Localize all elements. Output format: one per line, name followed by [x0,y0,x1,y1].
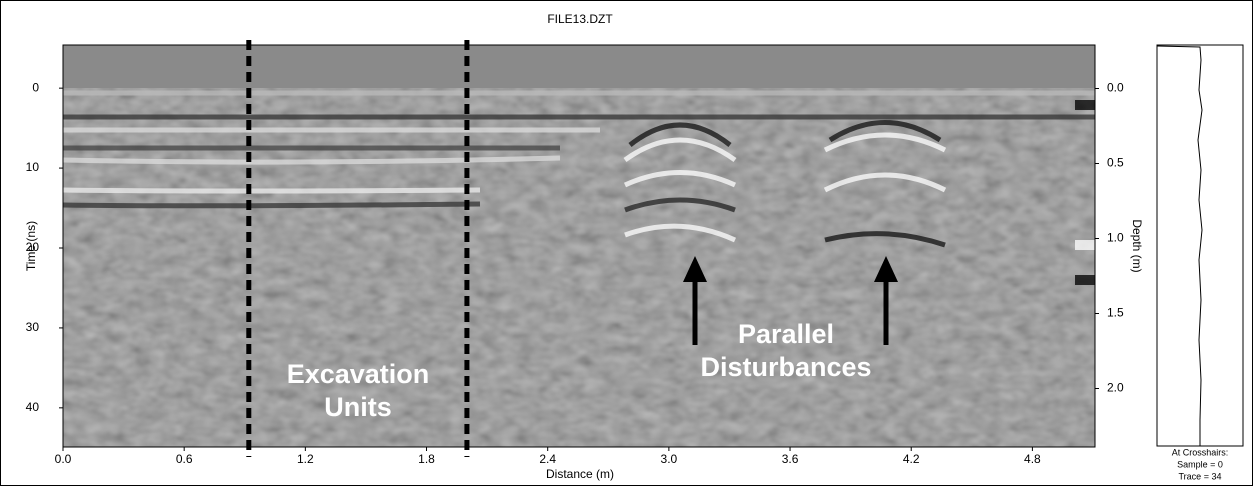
plot-border [62,44,1096,448]
crosshair-trace: Trace = 34 [1179,471,1222,481]
x-tick-label: 4.2 [903,452,920,466]
crosshair-sample: Sample = 0 [1177,459,1223,469]
annotation: Parallel [738,319,834,349]
radargram [63,45,1095,447]
y-tick-label: 20 [26,240,40,254]
x-tick-label: 0.0 [55,452,72,466]
chart-title: FILE13.DZT [547,12,613,26]
y2-tick-label: 2.0 [1107,381,1124,395]
trace-line [1156,45,1203,446]
y2-tick-label: 0.5 [1107,156,1124,170]
y-tick-label: 0 [32,80,39,94]
x-tick-label: 2.4 [539,452,556,466]
arrows [683,256,898,345]
x-axis-label: Distance (m) [546,467,614,481]
x-tick-label: 3.0 [661,452,678,466]
crosshair-title: At Crosshairs: [1172,447,1229,457]
y2-tick-label: 1.5 [1107,306,1124,320]
x-tick-label: 3.6 [782,452,799,466]
x-tick-label: 0.6 [176,452,193,466]
y-tick-label: 10 [26,160,40,174]
x-tick-label: 1.8 [418,452,435,466]
y2-tick-label: 0.0 [1107,81,1124,95]
x-tick-label: 4.8 [1024,452,1041,466]
annotation: Excavation [287,359,430,389]
annotation: Disturbances [700,352,871,382]
y2-axis-label: Depth (m) [1130,219,1144,272]
y-tick-label: 40 [26,400,40,414]
y-axis-label: Time (ns) [24,221,38,271]
y-tick-label: 30 [26,320,40,334]
annotation: Units [324,392,392,422]
x-tick-label: 1.2 [297,452,314,466]
y2-tick-label: 1.0 [1107,231,1124,245]
